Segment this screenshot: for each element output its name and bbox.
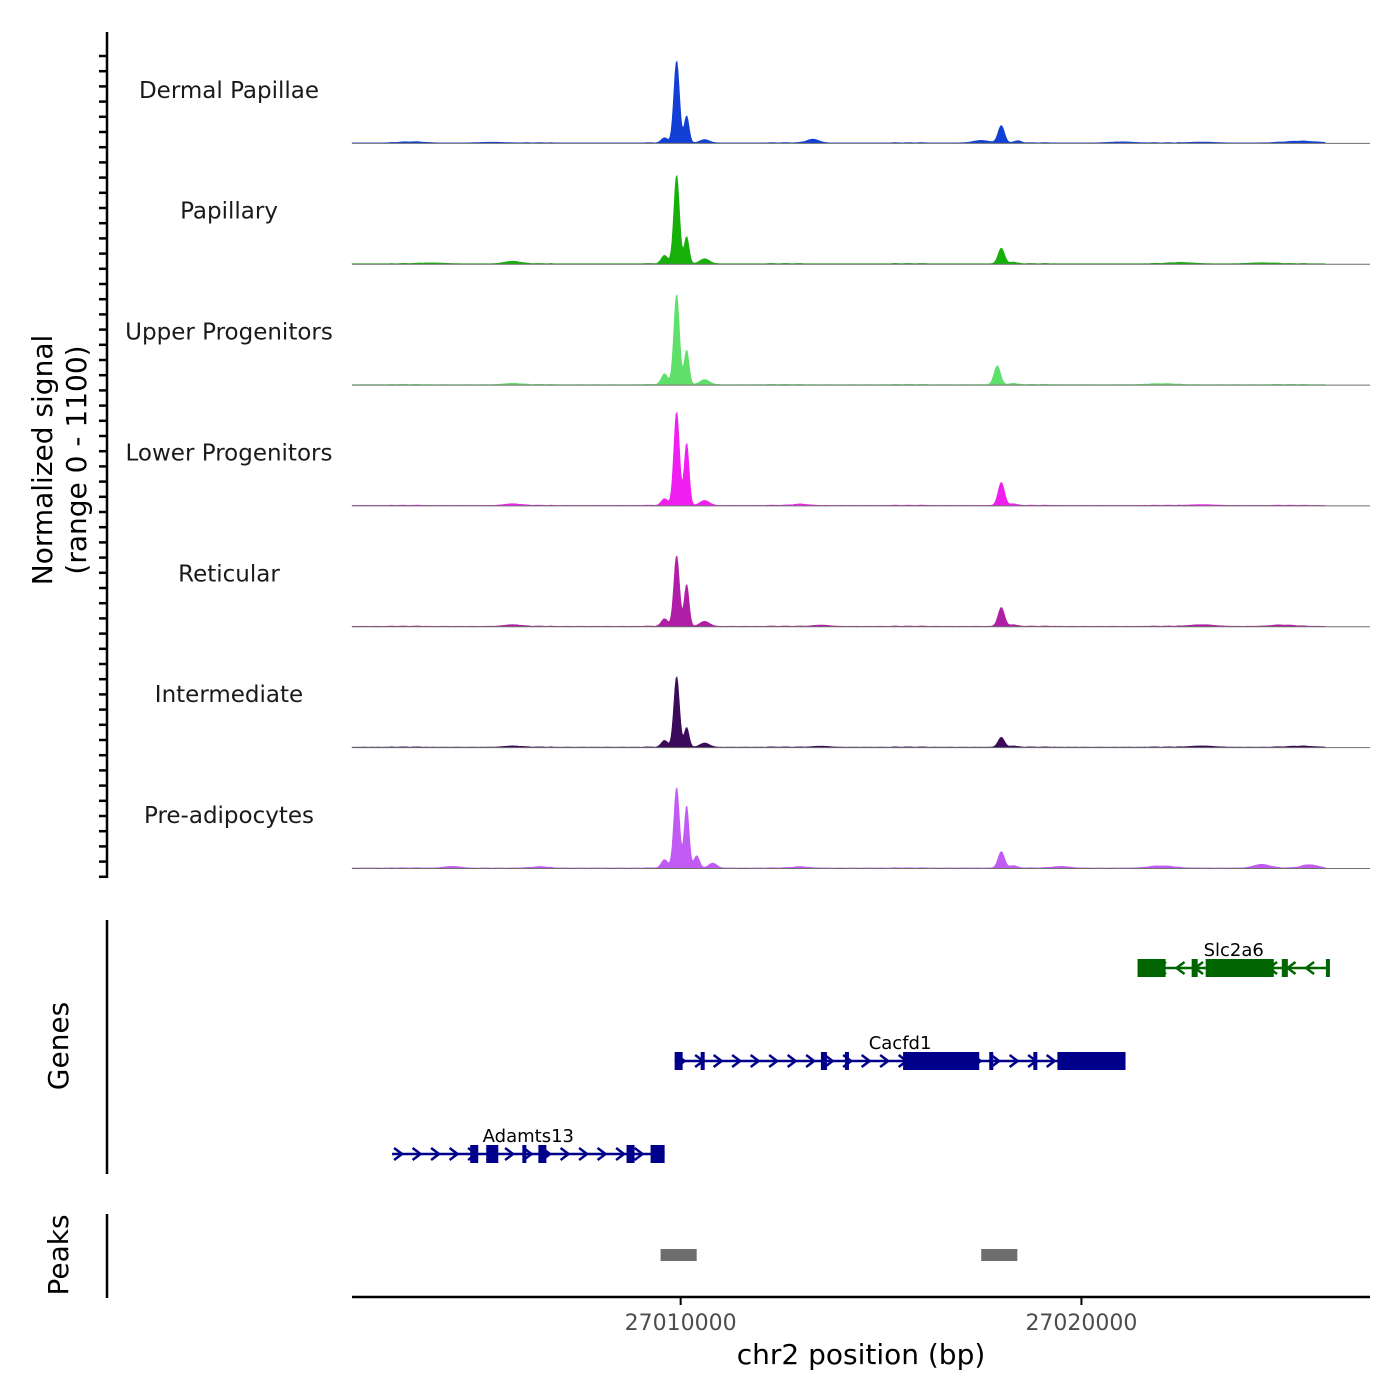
signal-area [351, 411, 1326, 506]
exon [1057, 1052, 1126, 1070]
exon [1325, 959, 1330, 977]
gene-cacfd1: Cacfd1 [674, 1033, 1126, 1070]
signal-area [351, 676, 1326, 748]
strand-arrow [712, 1054, 724, 1068]
exon [486, 1145, 499, 1163]
strand-arrow [768, 1054, 780, 1068]
strand-arrow [559, 1147, 571, 1161]
peak-region [981, 1249, 1018, 1261]
strand-arrow [749, 1054, 761, 1068]
exon [1205, 959, 1274, 977]
y-axis-title-line2: (range 0 - 1100) [60, 345, 93, 574]
track-label: Papillary [180, 199, 278, 225]
exon [903, 1052, 980, 1070]
x-axis-ticks: 27010000 27020000 [625, 1297, 1137, 1336]
track-lower-progenitors: Lower Progenitors [126, 411, 1370, 507]
strand-arrow [411, 1147, 423, 1161]
peaks-panel-title: Peaks [42, 1214, 75, 1295]
exon [1281, 959, 1288, 977]
exon [650, 1145, 665, 1163]
signal-area [351, 60, 1326, 144]
gene-label: Adamts13 [483, 1126, 574, 1147]
exon [626, 1145, 635, 1163]
strand-arrow [504, 1147, 516, 1161]
gene-annotations: Slc2a6 Cacfd1 Adamts13 [392, 940, 1330, 1163]
signal-area [351, 555, 1326, 627]
track-pre-adipocytes: Pre-adipocytes [144, 787, 1370, 869]
strand-arrow [786, 1054, 798, 1068]
track-label: Intermediate [155, 682, 303, 708]
x-tick-label: 27010000 [625, 1311, 737, 1336]
exon [1137, 959, 1166, 977]
exon [674, 1052, 683, 1070]
exon [522, 1145, 527, 1163]
coverage-tracks: Dermal Papillae Papillary Upper Progenitor… [125, 60, 1370, 869]
strand-arrow [879, 1054, 891, 1068]
track-label: Pre-adipocytes [144, 803, 314, 829]
exon [700, 1052, 705, 1070]
strand-arrow [823, 1054, 835, 1068]
exon [1033, 1052, 1038, 1070]
strand-arrow [1045, 1054, 1057, 1068]
strand-arrow [1174, 961, 1186, 975]
exon [844, 1052, 849, 1070]
strand-arrow [430, 1147, 442, 1161]
track-label: Reticular [178, 561, 280, 587]
signal-area [351, 174, 1326, 265]
peak-regions [660, 1249, 1018, 1261]
gene-label: Slc2a6 [1204, 940, 1264, 961]
strand-arrow [578, 1147, 590, 1161]
exon [820, 1052, 827, 1070]
genes-panel-title: Genes [42, 1002, 75, 1090]
exon [538, 1145, 547, 1163]
exon [989, 1052, 994, 1070]
track-y-axis [99, 32, 109, 879]
exon [470, 1145, 479, 1163]
track-dermal-papillae: Dermal Papillae [139, 60, 1370, 144]
x-axis-title: chr2 position (bp) [737, 1338, 986, 1371]
strand-arrow [1303, 961, 1315, 975]
peak-region [660, 1249, 697, 1261]
track-label: Dermal Papillae [139, 78, 319, 104]
strand-arrow [615, 1147, 627, 1161]
track-papillary: Papillary [180, 174, 1370, 265]
track-intermediate: Intermediate [155, 676, 1370, 749]
strand-arrow [990, 1054, 1002, 1068]
exon [1191, 959, 1198, 977]
strand-arrow [448, 1147, 460, 1161]
strand-arrow [596, 1147, 608, 1161]
y-axis-title-line1: Normalized signal [26, 335, 59, 586]
track-reticular: Reticular [178, 555, 1370, 628]
track-upper-progenitors: Upper Progenitors [125, 293, 1370, 386]
gene-adamts13: Adamts13 [392, 1126, 665, 1163]
track-label: Upper Progenitors [125, 320, 333, 346]
gene-slc2a6: Slc2a6 [1137, 940, 1330, 977]
signal-area [351, 293, 1326, 385]
x-tick-label: 27020000 [1025, 1311, 1137, 1336]
strand-arrow [860, 1054, 872, 1068]
strand-arrow [731, 1054, 743, 1068]
track-label: Lower Progenitors [126, 440, 333, 466]
signal-area [351, 787, 1326, 869]
strand-arrow [633, 1147, 645, 1161]
strand-arrow [805, 1054, 817, 1068]
strand-arrow [393, 1147, 405, 1161]
strand-arrow [1008, 1054, 1020, 1068]
gene-label: Cacfd1 [869, 1033, 932, 1054]
